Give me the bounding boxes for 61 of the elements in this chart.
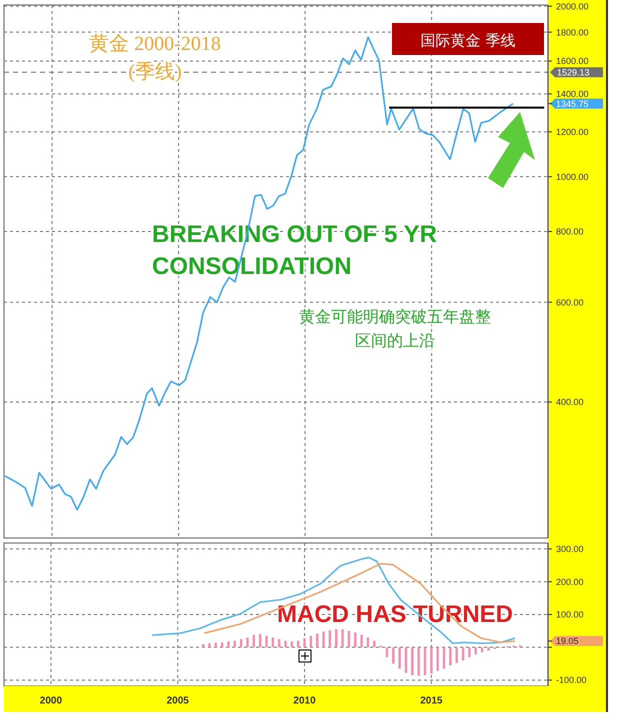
- bar: [366, 637, 370, 648]
- bar: [487, 647, 490, 651]
- bar: [480, 647, 484, 652]
- bar: [449, 647, 452, 666]
- bar: [430, 647, 433, 674]
- x-tick-label: 2010: [293, 696, 316, 706]
- bar: [360, 634, 363, 648]
- bar: [278, 639, 280, 648]
- bar: [398, 647, 401, 669]
- x-tick-label: 2000: [40, 696, 62, 706]
- y-tick-label: 800.00: [556, 226, 584, 237]
- y-tick-label: 2000.00: [556, 1, 589, 12]
- bar: [252, 634, 256, 648]
- y-tick-label: 100.00: [556, 610, 584, 620]
- bar: [436, 647, 439, 671]
- y-tick-label: 600.00: [556, 297, 584, 308]
- bar: [234, 640, 236, 648]
- x-tick-label: 2015: [420, 696, 443, 706]
- ref-line-label: 1529.13: [557, 67, 590, 78]
- annotation: 国际黄金 季线: [420, 31, 516, 50]
- bar: [373, 640, 376, 648]
- bar: [272, 637, 274, 648]
- bar: [335, 629, 338, 648]
- bar: [227, 641, 230, 648]
- bar: [316, 634, 318, 648]
- bar: [258, 634, 262, 648]
- bar: [240, 639, 242, 648]
- bar: [392, 647, 394, 664]
- bar: [348, 630, 350, 648]
- y-tick-label: 1800.00: [556, 27, 589, 38]
- bar: [468, 647, 471, 658]
- bar: [328, 630, 332, 648]
- y-tick-label: 1600.00: [556, 56, 589, 66]
- y-tick-label: 1400.00: [556, 89, 589, 100]
- line-series: [151, 556, 516, 644]
- bar: [411, 647, 414, 676]
- bar: [208, 643, 211, 648]
- bar: [296, 640, 300, 648]
- bar: [474, 647, 477, 655]
- text: 黄金 2000-2018: [89, 33, 221, 55]
- y-tick-label: 1200.00: [556, 126, 589, 137]
- bar: [322, 632, 325, 648]
- y-tick-label: -100.00: [556, 675, 587, 686]
- annotation: 黄金可能明确突破五年盘整区间的上沿: [299, 307, 491, 350]
- bar: [290, 641, 294, 648]
- line-series: [204, 562, 516, 644]
- x-tick-label: 2005: [166, 696, 190, 706]
- bar: [220, 642, 224, 648]
- y-tick-label: 19.05: [556, 636, 579, 646]
- bar: [202, 644, 204, 648]
- y-tick-label: 400.00: [556, 397, 584, 408]
- y-tick-label: 200.00: [556, 576, 584, 587]
- bar: [310, 636, 312, 648]
- bar: [417, 647, 420, 676]
- y-tick-label: 1345.75: [556, 98, 589, 109]
- y-tick-label: 1000.00: [556, 172, 589, 182]
- bar: [354, 632, 356, 648]
- bar: [341, 629, 344, 648]
- bar: [456, 647, 458, 664]
- bar: [214, 642, 217, 648]
- y-tick-label: 300.00: [556, 544, 584, 554]
